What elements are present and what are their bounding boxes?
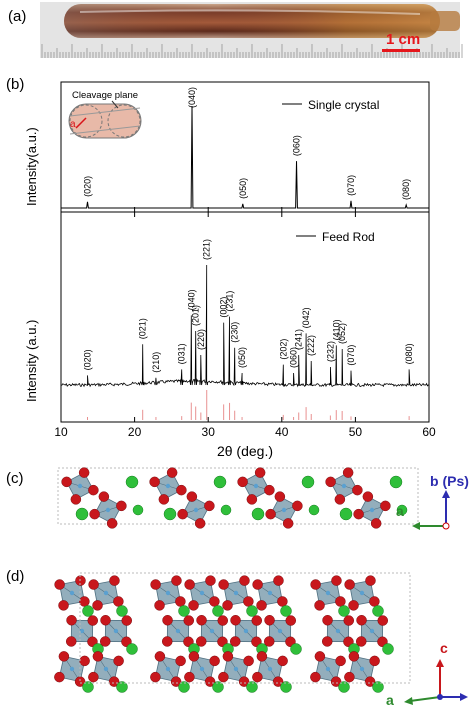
bottom-peak-label-18: (410) — [331, 319, 341, 340]
top-peak-label-3: (060) — [292, 135, 302, 156]
bottom-peak-label-6: (220) — [196, 329, 206, 350]
top-peak-label-0: (020) — [82, 176, 92, 197]
single-crystal-pattern — [61, 105, 429, 209]
xtick-label-0: 10 — [54, 425, 68, 439]
panel-c-label: (c) — [6, 470, 24, 487]
bottom-peak-label-15: (042) — [301, 307, 311, 328]
legend-feed-rod: Feed Rod — [322, 230, 375, 244]
xtick-label-4: 50 — [349, 425, 363, 439]
cleavage-inset: a Cleavage plane — [68, 90, 142, 139]
xtick-label-2: 30 — [202, 425, 216, 439]
bottom-peak-label-17: (232) — [325, 341, 335, 362]
bottom-peak-label-1: (021) — [138, 318, 148, 339]
bottom-peak-label-20: (070) — [346, 345, 356, 366]
panel-b-label: (b) — [6, 76, 25, 93]
xtick-label-5: 60 — [422, 425, 436, 439]
axes-d: c a — [386, 640, 468, 707]
xrd-figure: (020) (040) (050) (060) (070) (080) (020) (021… — [24, 81, 436, 459]
top-peak-label-1: (040) — [187, 87, 197, 108]
bottom-peak-label-2: (210) — [151, 352, 161, 373]
top-peak-label-4: (070) — [346, 175, 356, 196]
axis-label-c: c — [440, 640, 448, 656]
bottom-plot-frame — [60, 211, 430, 423]
bottom-peak-label-14: (241) — [294, 329, 304, 350]
scale-bar — [382, 49, 420, 52]
axes-c: b (Ps) a — [396, 473, 469, 530]
axis-label-a-d: a — [386, 692, 394, 707]
inset-axis-a: a — [70, 119, 76, 130]
panel-d-label: (d) — [6, 568, 25, 585]
top-peak-label-2: (050) — [238, 178, 248, 199]
bottom-peak-label-9: (231) — [225, 291, 235, 312]
bottom-peak-label-12: (202) — [278, 339, 288, 360]
xtick-label-3: 40 — [275, 425, 289, 439]
panel-a-label: (a) — [8, 8, 27, 25]
scale-bar-label: 1 cm — [386, 31, 420, 48]
bottom-peak-label-21: (080) — [404, 343, 414, 364]
ruler — [41, 44, 463, 58]
axis-label-b-ps: b (Ps) — [430, 473, 469, 489]
bottom-peak-label-19: (052) — [337, 323, 347, 344]
crystal-structure-d: c a — [54, 572, 468, 707]
legend-single-crystal: Single crystal — [308, 98, 379, 112]
axis-label-a-c: a — [396, 503, 404, 519]
crystal-structure-c: b (Ps) a — [57, 467, 469, 530]
bottom-peak-label-0: (020) — [82, 349, 92, 370]
bottom-peak-label-7: (221) — [202, 239, 212, 260]
bottom-peak-label-3: (031) — [177, 343, 187, 364]
bottom-peak-label-16: (222) — [306, 335, 316, 356]
xlabel: 2θ (deg.) — [217, 443, 273, 459]
xtick-label-1: 20 — [128, 425, 142, 439]
bottom-peak-label-4: (040) — [186, 289, 196, 310]
bottom-peak-label-5: (201) — [191, 305, 201, 326]
bottom-peak-label-13: (060) — [289, 347, 299, 368]
top-ylabel: Intensity(a.u.) — [24, 127, 39, 206]
bottom-peak-label-11: (050) — [237, 347, 247, 368]
feed-rod-pattern — [60, 264, 429, 388]
bottom-peak-label-8: (002) — [219, 297, 229, 318]
bottom-peak-label-10: (230) — [230, 322, 240, 343]
bottom-ylabel: Intensity (a.u.) — [24, 320, 39, 402]
crystal-photo: 1 cm — [40, 2, 463, 58]
inset-cleavage-label: Cleavage plane — [72, 90, 138, 101]
top-peak-label-5: (080) — [401, 179, 411, 200]
